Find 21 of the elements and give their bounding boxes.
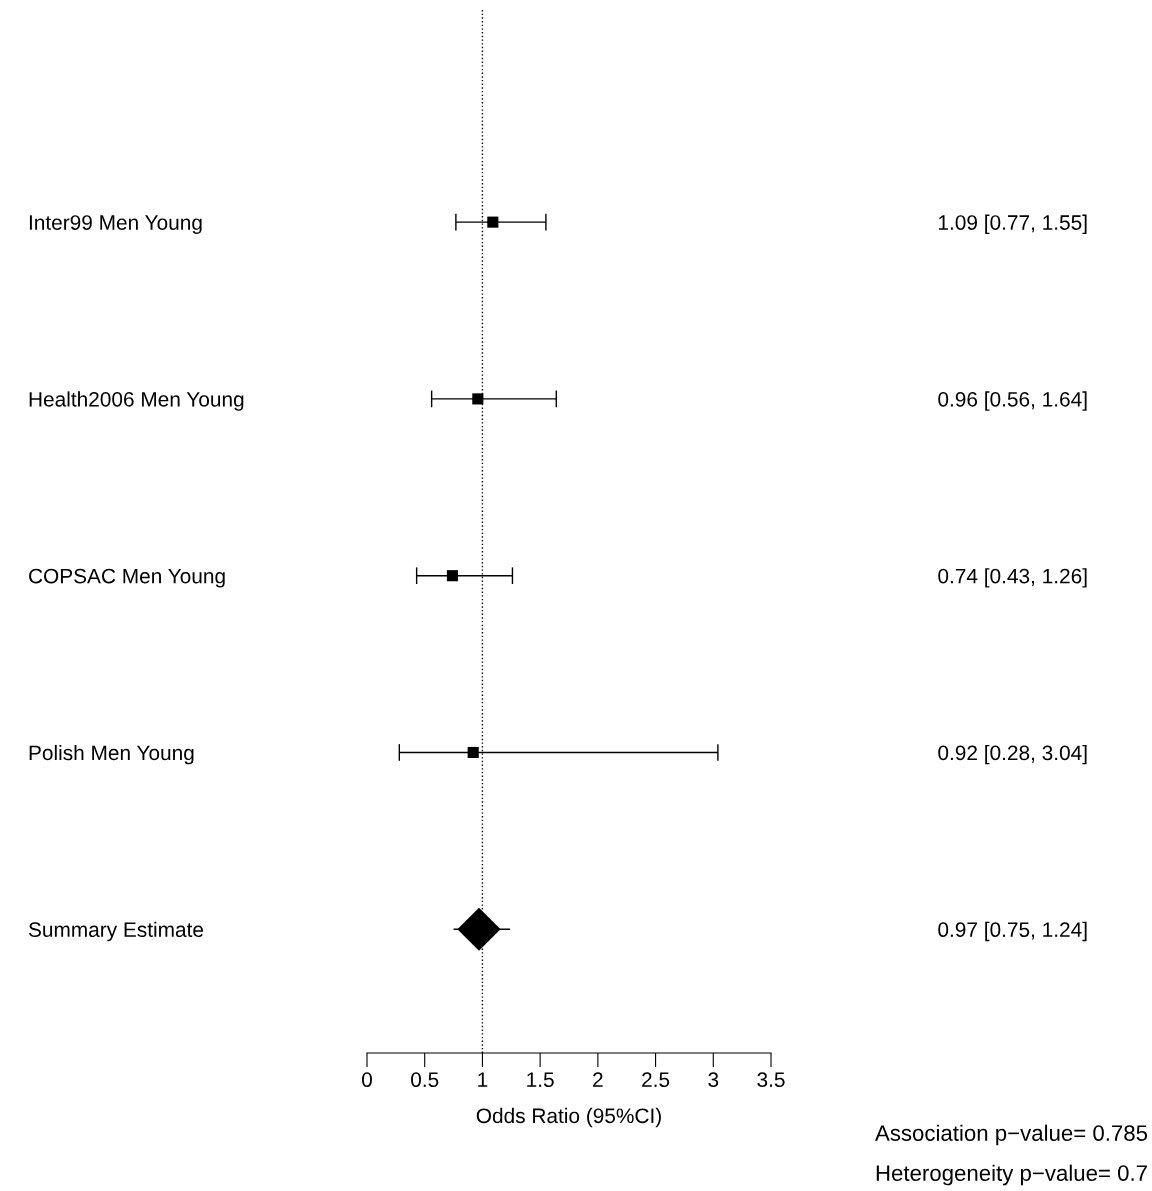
x-tick-label: 2.5 — [642, 1072, 670, 1088]
text: Heterogeneity p−value= 0.7 — [876, 1164, 1147, 1186]
x-tick-label: 1 — [478, 1072, 488, 1087]
text: 0.92 [0.28, 3.04] — [938, 744, 1087, 765]
x-tick-label: 3 — [708, 1072, 719, 1088]
y-tick-label: Health2006 Men Young — [29, 391, 244, 411]
text: Association p−value= 0.785 — [875, 1124, 1148, 1146]
text: 0.97 [0.75, 1.24] — [938, 921, 1087, 942]
y-tick-label: Inter99 Men Young — [29, 215, 202, 235]
y-tick-label: COPSAC Men Young — [29, 568, 225, 588]
text: 0.96 [0.56, 1.64] — [938, 391, 1087, 411]
x-tick-label: 0.5 — [411, 1072, 439, 1088]
x-tick-label: 0 — [362, 1072, 372, 1088]
x-tick-label: 1.5 — [527, 1072, 554, 1088]
text: 0.74 [0.43, 1.26] — [938, 568, 1087, 588]
x-axis-title: Odds Ratio (95%CI) — [476, 1107, 661, 1128]
x-tick-label: 2 — [593, 1072, 603, 1087]
y-tick-label: Polish Men Young — [29, 744, 194, 765]
x-tick-label: 3.5 — [757, 1072, 785, 1088]
text: 1.09 [0.77, 1.55] — [939, 214, 1087, 235]
y-tick-label: Summary Estimate — [28, 921, 204, 942]
